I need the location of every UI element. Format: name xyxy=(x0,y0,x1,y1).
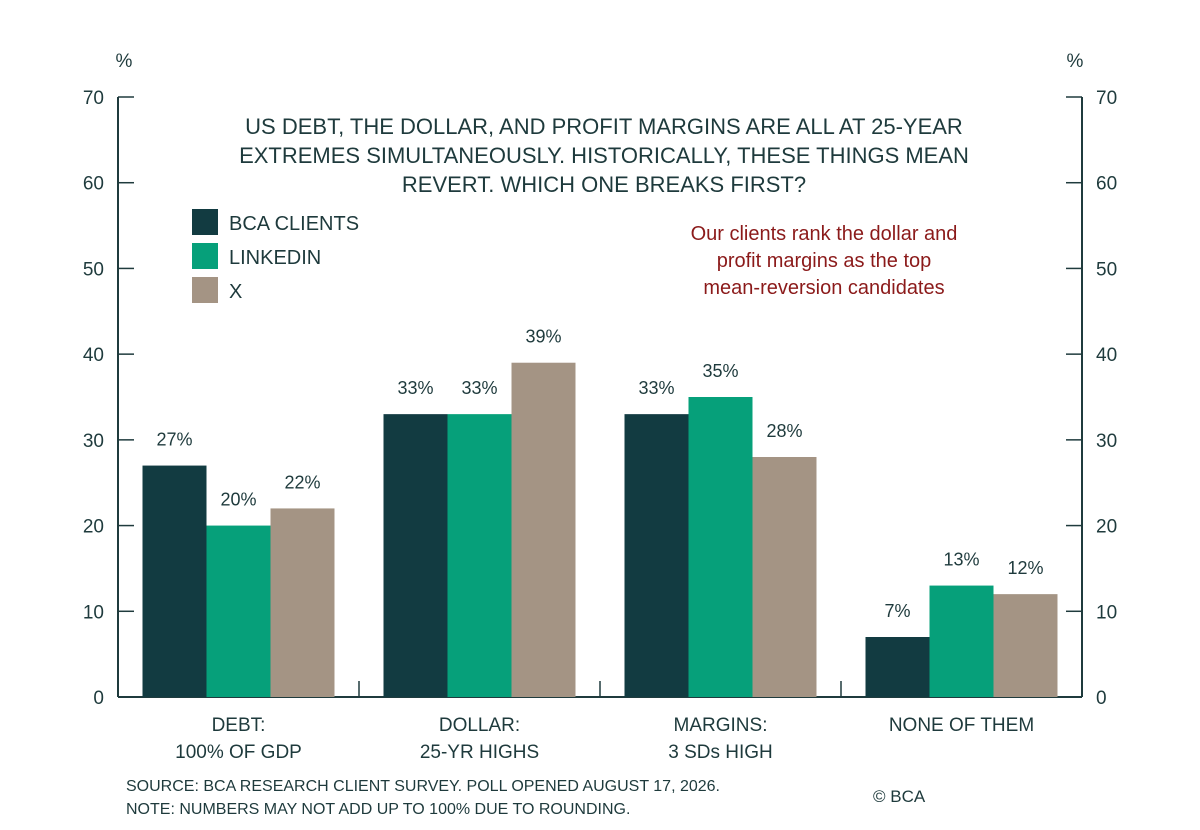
data-label: 22% xyxy=(284,472,320,492)
y-tick-label-right: 50 xyxy=(1096,259,1117,280)
data-label: 13% xyxy=(943,550,979,570)
category-label: DOLLAR: xyxy=(439,715,520,736)
y-tick-label-left: 30 xyxy=(83,431,104,452)
y-tick-label-right: 10 xyxy=(1096,602,1117,623)
legend-label: BCA CLIENTS xyxy=(229,213,359,235)
y-tick-label-right: 40 xyxy=(1096,345,1117,366)
chart-title-line: EXTREMES SIMULTANEOUSLY. HISTORICALLY, T… xyxy=(239,143,969,168)
y-tick-label-left: 50 xyxy=(83,259,104,280)
legend: BCA CLIENTS LINKEDIN X xyxy=(192,209,359,303)
annotation-line: profit margins as the top xyxy=(717,250,932,272)
legend-swatch xyxy=(192,277,218,303)
legend-swatch xyxy=(192,209,218,235)
data-label: 33% xyxy=(638,378,674,398)
y-tick-label-left: 20 xyxy=(83,517,104,538)
category-labels: DEBT: 100% OF GDP DOLLAR: 25-YR HIGHS MARGIN… xyxy=(175,715,1034,763)
bar-x xyxy=(270,508,335,697)
chart-title-line: US DEBT, THE DOLLAR, AND PROFIT MARGINS … xyxy=(245,114,963,139)
y-tick-label-right: 60 xyxy=(1096,174,1117,195)
category-label: NONE OF THEM xyxy=(889,715,1034,736)
category-label: 100% OF GDP xyxy=(175,742,302,763)
y-tick-label-right: 20 xyxy=(1096,517,1117,538)
category-label: MARGINS: xyxy=(674,715,768,736)
chart-title: US DEBT, THE DOLLAR, AND PROFIT MARGINS … xyxy=(239,114,969,197)
legend-label: X xyxy=(229,281,242,303)
annotation-line: mean-reversion candidates xyxy=(703,277,944,299)
bar-linkedin xyxy=(447,414,512,697)
data-label: 27% xyxy=(156,430,192,450)
category-label: 3 SDs HIGH xyxy=(668,742,773,763)
bar-linkedin xyxy=(688,397,753,697)
y-tick-label-right: 70 xyxy=(1096,88,1117,109)
y-tick-label-right: 30 xyxy=(1096,431,1117,452)
y-tick-label-left: 60 xyxy=(83,174,104,195)
bar-x xyxy=(752,457,817,697)
y-unit-right: % xyxy=(1067,51,1084,72)
y-tick-label-left: 40 xyxy=(83,345,104,366)
rounding-note: NOTE: NUMBERS MAY NOT ADD UP TO 100% DUE… xyxy=(126,801,630,818)
copyright: © BCA xyxy=(873,787,926,806)
y-tick-label-left: 0 xyxy=(93,688,104,709)
bar-linkedin xyxy=(206,525,271,697)
data-label: 39% xyxy=(525,327,561,347)
data-label: 28% xyxy=(766,421,802,441)
bar-bca-clients xyxy=(142,465,207,697)
bar-x xyxy=(993,594,1058,697)
y-tick-label-left: 70 xyxy=(83,88,104,109)
data-label: 33% xyxy=(461,378,497,398)
bar-bca-clients xyxy=(624,414,689,697)
chart-title-line: REVERT. WHICH ONE BREAKS FIRST? xyxy=(402,172,806,197)
data-label: 33% xyxy=(397,378,433,398)
data-label: 12% xyxy=(1007,558,1043,578)
annotation: Our clients rank the dollar and profit ma… xyxy=(691,223,958,299)
source-note: SOURCE: BCA RESEARCH CLIENT SURVEY. POLL… xyxy=(126,778,720,795)
bar-linkedin xyxy=(929,585,994,697)
data-label: 20% xyxy=(220,490,256,510)
data-label: 7% xyxy=(884,601,910,621)
data-label: 35% xyxy=(702,361,738,381)
bar-bca-clients xyxy=(383,414,448,697)
legend-label: LINKEDIN xyxy=(229,247,321,269)
category-label: DEBT: xyxy=(212,715,266,736)
y-unit-left: % xyxy=(116,51,133,72)
category-label: 25-YR HIGHS xyxy=(420,742,539,763)
y-tick-label-right: 0 xyxy=(1096,688,1107,709)
bar-bca-clients xyxy=(865,637,930,697)
bar-x xyxy=(511,362,576,697)
bars xyxy=(142,362,1058,697)
y-tick-label-left: 10 xyxy=(83,602,104,623)
data-labels: 27% 20% 22% 33% 33% 39% 33% 35% 28% 7% 13% 12% xyxy=(156,327,1043,621)
legend-swatch xyxy=(192,243,218,269)
annotation-line: Our clients rank the dollar and xyxy=(691,223,958,245)
